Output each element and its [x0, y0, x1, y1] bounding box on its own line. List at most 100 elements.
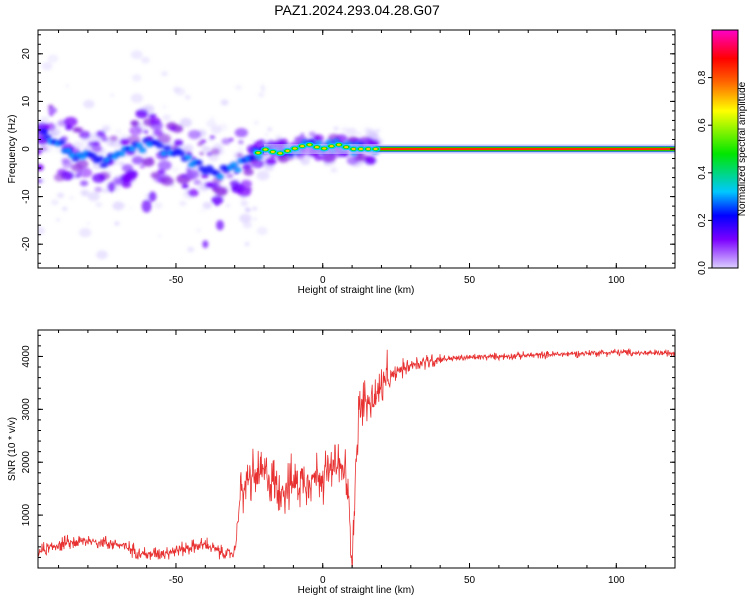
spectrogram-core-blob [66, 149, 72, 153]
tone-segment [358, 147, 363, 151]
spectrogram-energy-blob [38, 148, 43, 155]
spectrogram-energy-blob [226, 173, 234, 179]
spectrogram-panel: -50 0 50 100 -20 -10 0 10 20 Height of straight … [7, 29, 676, 296]
spectrogram-y-tick-label: 0 [21, 146, 32, 152]
tone-segment [314, 145, 319, 149]
spectrogram-noise-blob [92, 161, 103, 170]
tone-segment [278, 152, 283, 155]
spectrogram-noise-blob [239, 213, 252, 224]
spectrogram-noise-blob [101, 124, 112, 132]
spectrogram-core-blob [96, 155, 105, 162]
spectrogram-noise-blob [174, 87, 186, 96]
spectrogram-energy-blob [357, 153, 368, 162]
spectrogram-noise-blob [210, 116, 215, 120]
spectrogram-noise-blob [61, 206, 68, 211]
tone-segment [336, 143, 341, 146]
spectrogram-energy-blob [141, 199, 152, 213]
spectrogram-energy-blob [346, 156, 359, 165]
spectrogram-core-blob [231, 163, 237, 167]
spectrogram-energy-blob [313, 154, 323, 161]
spectrogram-energy-blob [149, 117, 161, 126]
spectrogram-energy-blob [186, 175, 192, 179]
spectrogram-core-blob [39, 128, 48, 135]
spectrogram-noise-blob [202, 201, 213, 210]
spectrogram-x-tick-label: 50 [464, 275, 476, 286]
spectrogram-energy-blob [322, 152, 337, 163]
spectrogram-energy-blob [119, 138, 130, 146]
spectrogram-energy-blob [208, 181, 218, 189]
tone-segment [322, 147, 327, 150]
spectrogram-noise-blob [38, 226, 45, 235]
spectrogram-noise-blob [162, 114, 171, 121]
spectrogram-noise-blob [130, 93, 144, 103]
spectrogram-energy-blob [143, 130, 149, 134]
spectrogram-energy-blob [265, 157, 277, 166]
tone-band-red [375, 147, 675, 151]
spectrogram-energy-blob [234, 127, 248, 138]
spectrogram-core-blob [217, 175, 223, 179]
spectrogram-energy-blob [62, 160, 73, 169]
spectrogram-y-tick-label: 10 [21, 95, 32, 107]
spectrogram-noise-blob [201, 145, 210, 153]
spectrogram-noise-blob [123, 204, 126, 207]
spectrogram-energy-blob [237, 187, 251, 197]
spectrogram-noise-blob [206, 119, 217, 128]
tone-segment [366, 147, 371, 151]
spectrogram-y-tick-label: -20 [21, 237, 32, 252]
spectrogram-core-blob [140, 148, 146, 152]
spectrogram-noise-blob [220, 99, 229, 106]
spectrogram-noise-blob [160, 70, 168, 77]
spectrogram-energy-blob [76, 170, 83, 176]
spectrogram-noise-blob [253, 217, 257, 221]
spectrogram-noise-blob [244, 242, 250, 247]
spectrogram-energy-blob [181, 183, 189, 189]
spectrogram-energy-blob [100, 136, 109, 142]
snr-y-tick-label: 1000 [21, 504, 32, 527]
colorbar-tick-label: 0.8 [697, 70, 708, 84]
colorbar-label: Normalized spectral amplitude [737, 81, 748, 216]
spectrogram-noise-blob [207, 146, 213, 151]
tone-segment [256, 151, 261, 154]
spectrogram-energy-blob [173, 139, 184, 147]
spectrogram-core-blob [177, 150, 186, 157]
spectrogram-noise-blob [244, 207, 251, 212]
spectrogram-energy-blob [193, 179, 202, 185]
spectrogram-noise-blob [171, 167, 180, 173]
spectrogram-energy-blob [48, 104, 54, 109]
spectrogram-noise-blob [346, 127, 357, 136]
spectrogram-core-blob [194, 159, 203, 166]
spectrogram-noise-blob [375, 128, 381, 133]
spectrogram-core-blob [118, 152, 124, 156]
spectrogram-energy-blob [107, 181, 116, 193]
spectrogram-noise-blob [140, 56, 150, 64]
spectrogram-core-blob [161, 152, 167, 156]
spectrogram-noise-blob [183, 144, 194, 153]
spectrogram-noise-blob [56, 192, 65, 199]
spectrogram-noise-blob [69, 195, 75, 200]
tone-segment [373, 147, 378, 151]
spectrogram-noise-blob [235, 84, 242, 91]
spectrogram-noise-blob [258, 92, 265, 98]
spectrogram-noise-blob [330, 167, 338, 173]
spectrogram-noise-blob [55, 218, 61, 222]
spectrogram-core-blob [156, 142, 165, 149]
spectrogram-noise-blob [55, 149, 60, 153]
spectrogram-energy-blob [209, 135, 216, 140]
spectrogram-x-tick-label: 0 [320, 275, 326, 286]
spectrogram-noise-blob [265, 133, 268, 136]
spectrogram-noise-blob [154, 148, 159, 151]
chart-title: PAZ1.2024.293.04.28.G07 [274, 2, 440, 18]
spectrogram-noise-blob [118, 161, 125, 166]
spectrogram-noise-blob [161, 105, 167, 109]
spectrogram-core-blob [69, 153, 75, 157]
spectrogram-energy-blob [216, 219, 224, 231]
spectrogram-energy-blob [72, 127, 80, 133]
tone-segment [263, 148, 268, 151]
spectrogram-energy-blob [270, 153, 276, 158]
spectrogram-energy-blob [71, 163, 83, 172]
spectrogram-noise-blob [187, 246, 195, 253]
spectrogram-core-blob [99, 162, 108, 169]
spectrogram-energy-blob [308, 131, 316, 137]
spectrogram-energy-blob [148, 113, 157, 119]
spectrogram-energy-blob [53, 173, 66, 182]
